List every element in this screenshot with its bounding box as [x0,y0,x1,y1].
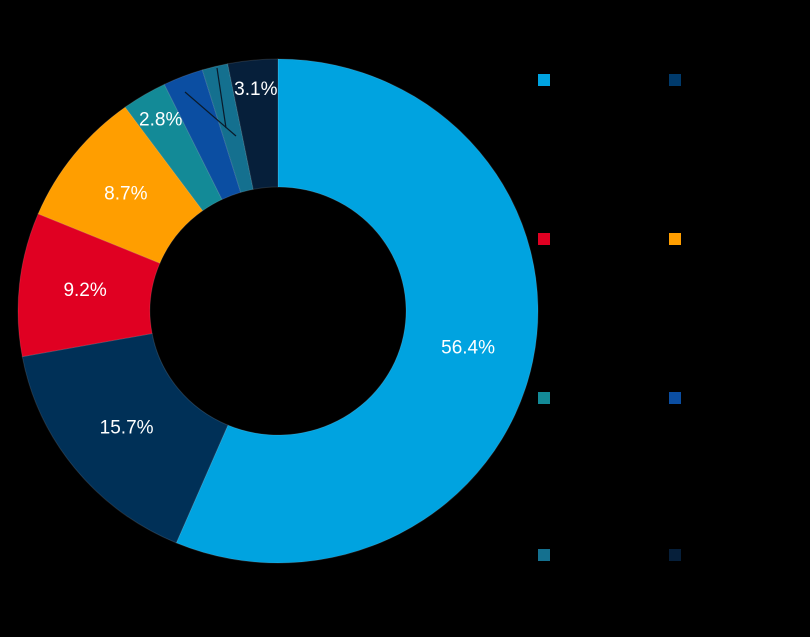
legend-swatch-icon [669,233,681,245]
donut-slice [201,63,254,193]
donut-slice [227,58,279,190]
donut-labels: 56.4% 15.7% 9.2% 8.7% 2.8% 3.1% [63,67,495,439]
legend-item [538,233,558,245]
legend-swatch-icon [669,549,681,561]
donut-slice [163,69,242,201]
donut-slice [21,332,229,544]
legend-item [669,74,689,86]
donut-slice [124,83,223,212]
donut-slice [175,58,539,564]
slice-value-label: 2.8% [139,110,182,131]
donut-slices [17,58,539,564]
legend-swatch-icon [538,74,550,86]
leader-line [216,67,227,129]
legend-swatch-icon [669,392,681,404]
donut-slice [37,106,204,264]
legend-item [538,549,558,561]
legend-swatch-icon [669,74,681,86]
donut-slice [17,213,161,358]
leader-line [184,91,237,137]
slice-value-label: 15.7% [100,418,154,439]
legend-item [538,74,558,86]
slice-value-label: 8.7% [104,183,147,204]
legend-item [538,392,558,404]
legend-swatch-icon [538,549,550,561]
legend-item [669,392,689,404]
legend-item [669,233,689,245]
slice-value-label: 56.4% [441,338,495,359]
legend-swatch-icon [538,233,550,245]
legend-swatch-icon [538,392,550,404]
slice-value-label: 3.1% [234,79,277,100]
legend-item [669,549,689,561]
slice-value-label: 9.2% [63,280,106,301]
